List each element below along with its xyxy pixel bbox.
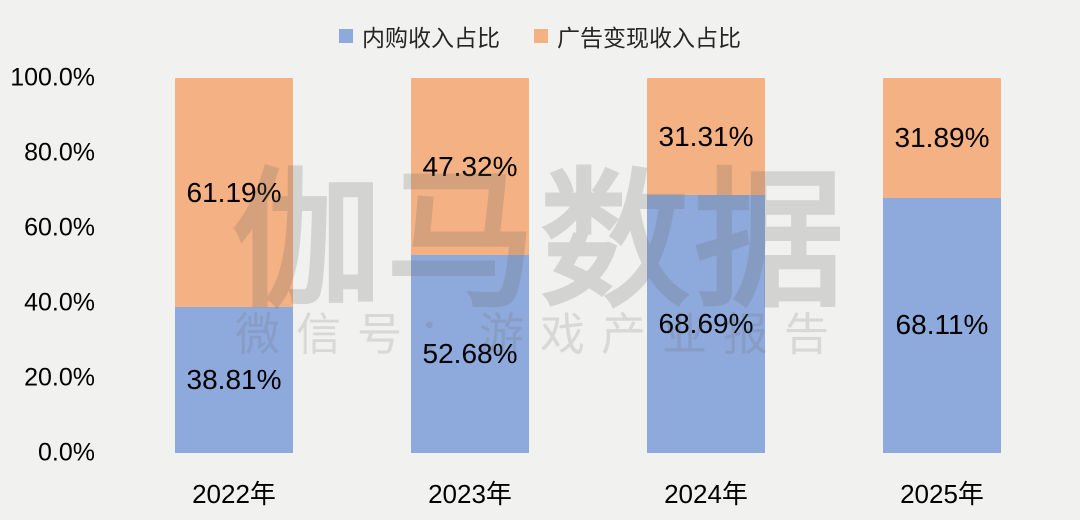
- y-axis-tick: 80.0%: [24, 138, 95, 167]
- legend-swatch-icon: [534, 29, 548, 43]
- data-label-in-app-purchase: 68.69%: [658, 308, 754, 340]
- stacked-bar: 61.19% 38.81%: [175, 78, 293, 453]
- bar-column: 47.32% 52.68%: [352, 78, 588, 453]
- data-label-ad-revenue: 31.89%: [894, 121, 990, 153]
- bar-column: 61.19% 38.81%: [116, 78, 352, 453]
- bar-column: 31.31% 68.69%: [588, 78, 824, 453]
- legend-swatch-icon: [339, 29, 353, 43]
- data-label-in-app-purchase: 52.68%: [422, 338, 518, 370]
- plot-area: 61.19% 38.81% 47.32% 52.68% 31.31% 68.69% 31.8…: [116, 78, 1060, 453]
- segment-ad-revenue: 31.31%: [647, 78, 765, 196]
- legend-label: 广告变现收入占比: [557, 25, 741, 51]
- x-axis-label: 2022年: [192, 479, 276, 509]
- segment-in-app-purchase: 68.69%: [647, 195, 765, 453]
- y-axis-tick: 100.0%: [10, 63, 95, 92]
- segment-ad-revenue: 31.89%: [883, 78, 1001, 198]
- segment-in-app-purchase: 38.81%: [175, 307, 293, 453]
- data-label-ad-revenue: 61.19%: [186, 176, 282, 208]
- stacked-bar: 47.32% 52.68%: [411, 78, 529, 453]
- y-axis: 100.0% 80.0% 60.0% 40.0% 20.0% 0.0%: [0, 64, 95, 467]
- x-axis-label: 2023年: [428, 479, 512, 509]
- stacked-bar: 31.89% 68.11%: [883, 78, 1001, 453]
- chart-legend: 内购收入占比 广告变现收入占比: [0, 19, 1080, 53]
- bar-column: 31.89% 68.11%: [824, 78, 1060, 453]
- y-axis-tick: 20.0%: [24, 363, 95, 392]
- data-label-in-app-purchase: 38.81%: [186, 364, 282, 396]
- stacked-bar: 31.31% 68.69%: [647, 78, 765, 453]
- y-axis-tick: 60.0%: [24, 213, 95, 242]
- segment-ad-revenue: 47.32%: [411, 78, 529, 256]
- x-axis-label: 2024年: [664, 479, 748, 509]
- segment-in-app-purchase: 68.11%: [883, 197, 1001, 453]
- segment-in-app-purchase: 52.68%: [411, 255, 529, 453]
- data-label-ad-revenue: 31.31%: [658, 120, 754, 152]
- legend-label: 内购收入占比: [362, 25, 500, 51]
- segment-ad-revenue: 61.19%: [175, 78, 293, 308]
- y-axis-tick: 40.0%: [24, 288, 95, 317]
- legend-item: 内购收入占比: [339, 19, 500, 53]
- x-axis-label: 2025年: [900, 479, 984, 509]
- data-label-in-app-purchase: 68.11%: [895, 309, 989, 341]
- y-axis-tick: 0.0%: [38, 438, 95, 467]
- x-axis: 2022年 2023年 2024年 2025年: [116, 474, 1060, 511]
- legend-item: 广告变现收入占比: [534, 19, 741, 53]
- data-label-ad-revenue: 47.32%: [422, 150, 518, 182]
